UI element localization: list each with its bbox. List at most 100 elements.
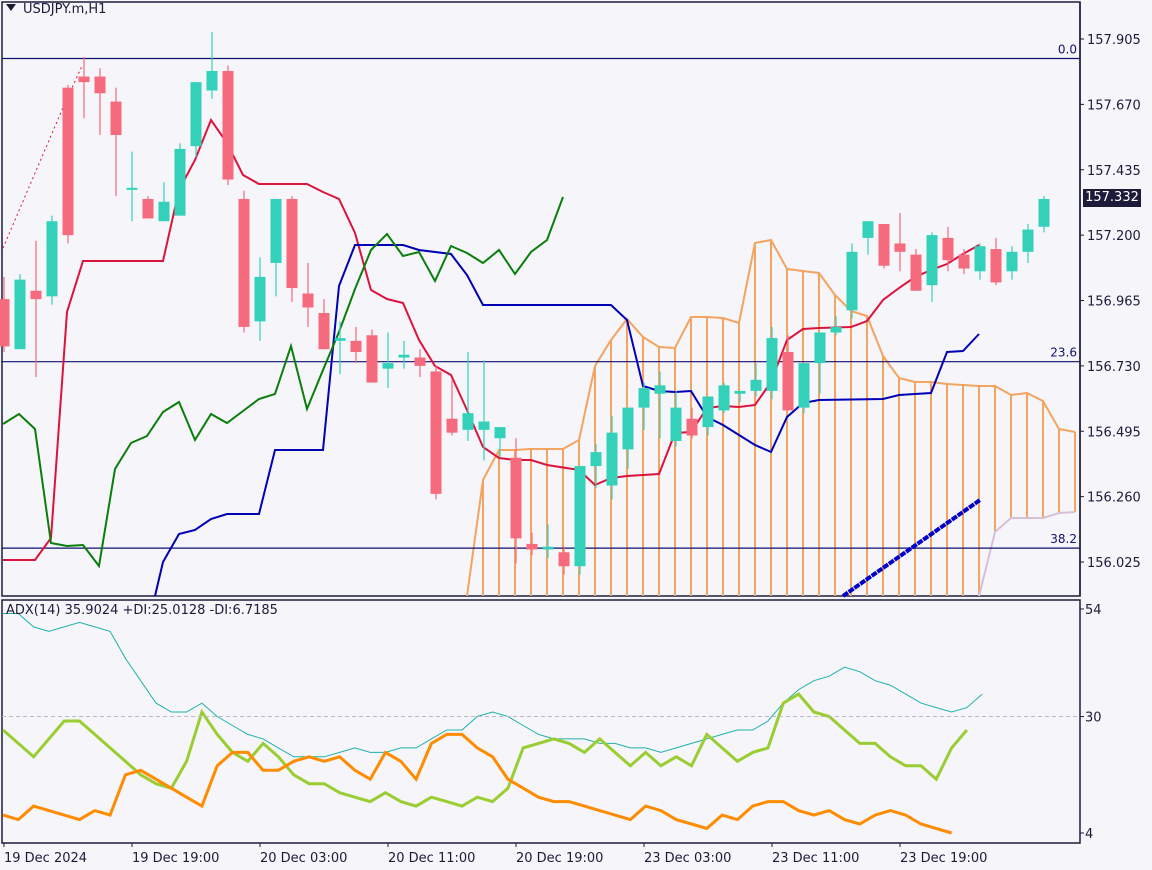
bearish-candle: [302, 293, 314, 308]
bullish-candle: [1022, 229, 1034, 252]
bullish-candle: [670, 407, 682, 441]
bullish-candle: [382, 363, 394, 369]
bullish-candle: [798, 363, 810, 408]
bearish-candle: [318, 313, 330, 350]
bearish-candle: [942, 237, 954, 261]
bearish-candle: [110, 101, 122, 135]
price-tick-label: 156.730: [1087, 360, 1141, 375]
bearish-candle: [430, 371, 442, 494]
bullish-candle: [190, 82, 202, 147]
price-tick-label: 156.260: [1087, 491, 1141, 506]
price-tick-label: 156.495: [1087, 425, 1141, 440]
bullish-candle: [654, 385, 666, 394]
adx-tick-label: 54: [1085, 603, 1102, 618]
bearish-candle: [350, 340, 362, 352]
bullish-candle: [270, 198, 282, 263]
bullish-candle: [766, 338, 778, 391]
price-tick-label: 157.200: [1087, 229, 1141, 244]
adx-panel[interactable]: [1, 599, 1081, 844]
bullish-candle: [46, 221, 58, 297]
bullish-candle: [126, 187, 138, 190]
bearish-candle: [878, 224, 890, 266]
time-tick-label: 20 Dec 11:00: [388, 851, 475, 866]
price-tick-label: 156.965: [1087, 295, 1141, 310]
bullish-candle: [846, 251, 858, 311]
bullish-candle: [974, 246, 986, 272]
fib-level-label: 38.2: [1050, 532, 1077, 546]
price-axis[interactable]: 157.905 157.670 157.435 157.200 156.965 156.7…: [1079, 2, 1141, 596]
adx-axis: 54 30 4: [2, 603, 1102, 842]
bearish-candle: [894, 243, 906, 252]
time-tick-label: 23 Dec 11:00: [772, 851, 859, 866]
bearish-candle: [990, 249, 1002, 283]
bullish-candle: [14, 279, 26, 350]
bearish-candle: [366, 335, 378, 383]
bearish-candle: [94, 76, 106, 94]
bullish-candle: [606, 432, 618, 486]
bearish-candle: [510, 457, 522, 539]
bearish-candle: [686, 418, 698, 436]
fibonacci-retracement: 0.0 23.6 38.2: [2, 42, 1080, 549]
candlesticks: [0, 32, 1050, 575]
time-tick-label: 20 Dec 19:00: [516, 851, 603, 866]
bullish-candle: [702, 396, 714, 428]
bullish-candle: [638, 388, 650, 408]
bearish-candle: [414, 357, 426, 366]
bullish-candle: [174, 148, 186, 216]
bearish-candle: [238, 198, 250, 327]
senkou-span-a: [466, 238, 1076, 597]
time-tick-label: 23 Dec 03:00: [644, 851, 731, 866]
bullish-candle: [926, 235, 938, 286]
dropdown-triangle-icon[interactable]: [6, 4, 16, 11]
time-tick-label: 19 Dec 19:00: [132, 851, 219, 866]
bullish-candle: [590, 452, 602, 467]
senkou-span-b: [978, 511, 1076, 597]
adx-indicator-label: ADX(14) 35.9024 +DI:25.0128 -DI:6.7185: [6, 603, 278, 618]
time-tick-label: 20 Dec 03:00: [260, 851, 347, 866]
adx-line: [3, 613, 983, 758]
time-tick-label: 19 Dec 2024: [4, 851, 87, 866]
adx-tick-label: 4: [1085, 827, 1093, 842]
bearish-candle: [558, 552, 570, 567]
price-tick-label: 157.435: [1087, 164, 1141, 179]
bearish-candle: [782, 351, 794, 411]
bearish-candle: [910, 254, 922, 291]
bullish-candle: [158, 201, 170, 222]
bullish-candle: [862, 221, 874, 238]
time-tick-label: 23 Dec 19:00: [900, 851, 987, 866]
bearish-candle: [222, 70, 234, 180]
bullish-candle: [254, 276, 266, 322]
price-tick-label: 157.670: [1087, 98, 1141, 113]
symbol-label: USDJPY.m,H1: [23, 2, 107, 17]
bullish-candle: [542, 546, 554, 550]
fib-level-label: 0.0: [1058, 42, 1077, 56]
bullish-candle: [750, 379, 762, 391]
minus-di-line: [2, 732, 953, 835]
bullish-candle: [734, 390, 746, 394]
bullish-candle: [206, 70, 218, 91]
bullish-candle: [462, 413, 474, 430]
bearish-candle: [0, 299, 10, 347]
adx-lines: [2, 613, 983, 835]
bearish-candle: [446, 418, 458, 433]
fib-level-label: 23.6: [1050, 346, 1077, 360]
fib-anchor-line: [2, 65, 83, 249]
bullish-candle: [718, 385, 730, 411]
current-price-tag: 157.332: [1083, 189, 1141, 207]
main-panel[interactable]: [1, 1, 1081, 597]
price-tick-label: 156.025: [1087, 556, 1141, 571]
bearish-candle: [142, 198, 154, 219]
adx-tick-label: 30: [1085, 711, 1102, 726]
bullish-candle: [622, 407, 634, 450]
time-axis[interactable]: 19 Dec 2024 19 Dec 19:00 20 Dec 03:00 20 De…: [3, 843, 987, 866]
bullish-candle: [398, 354, 410, 358]
symbol-title[interactable]: USDJPY.m,H1: [6, 2, 106, 17]
chikou-span-line: [2, 196, 564, 569]
plus-di-line: [2, 692, 969, 808]
bearish-candle: [526, 543, 538, 550]
bullish-candle: [494, 427, 506, 439]
bullish-candle: [478, 421, 490, 430]
bullish-candle: [830, 326, 842, 333]
bullish-candle: [1006, 251, 1018, 272]
